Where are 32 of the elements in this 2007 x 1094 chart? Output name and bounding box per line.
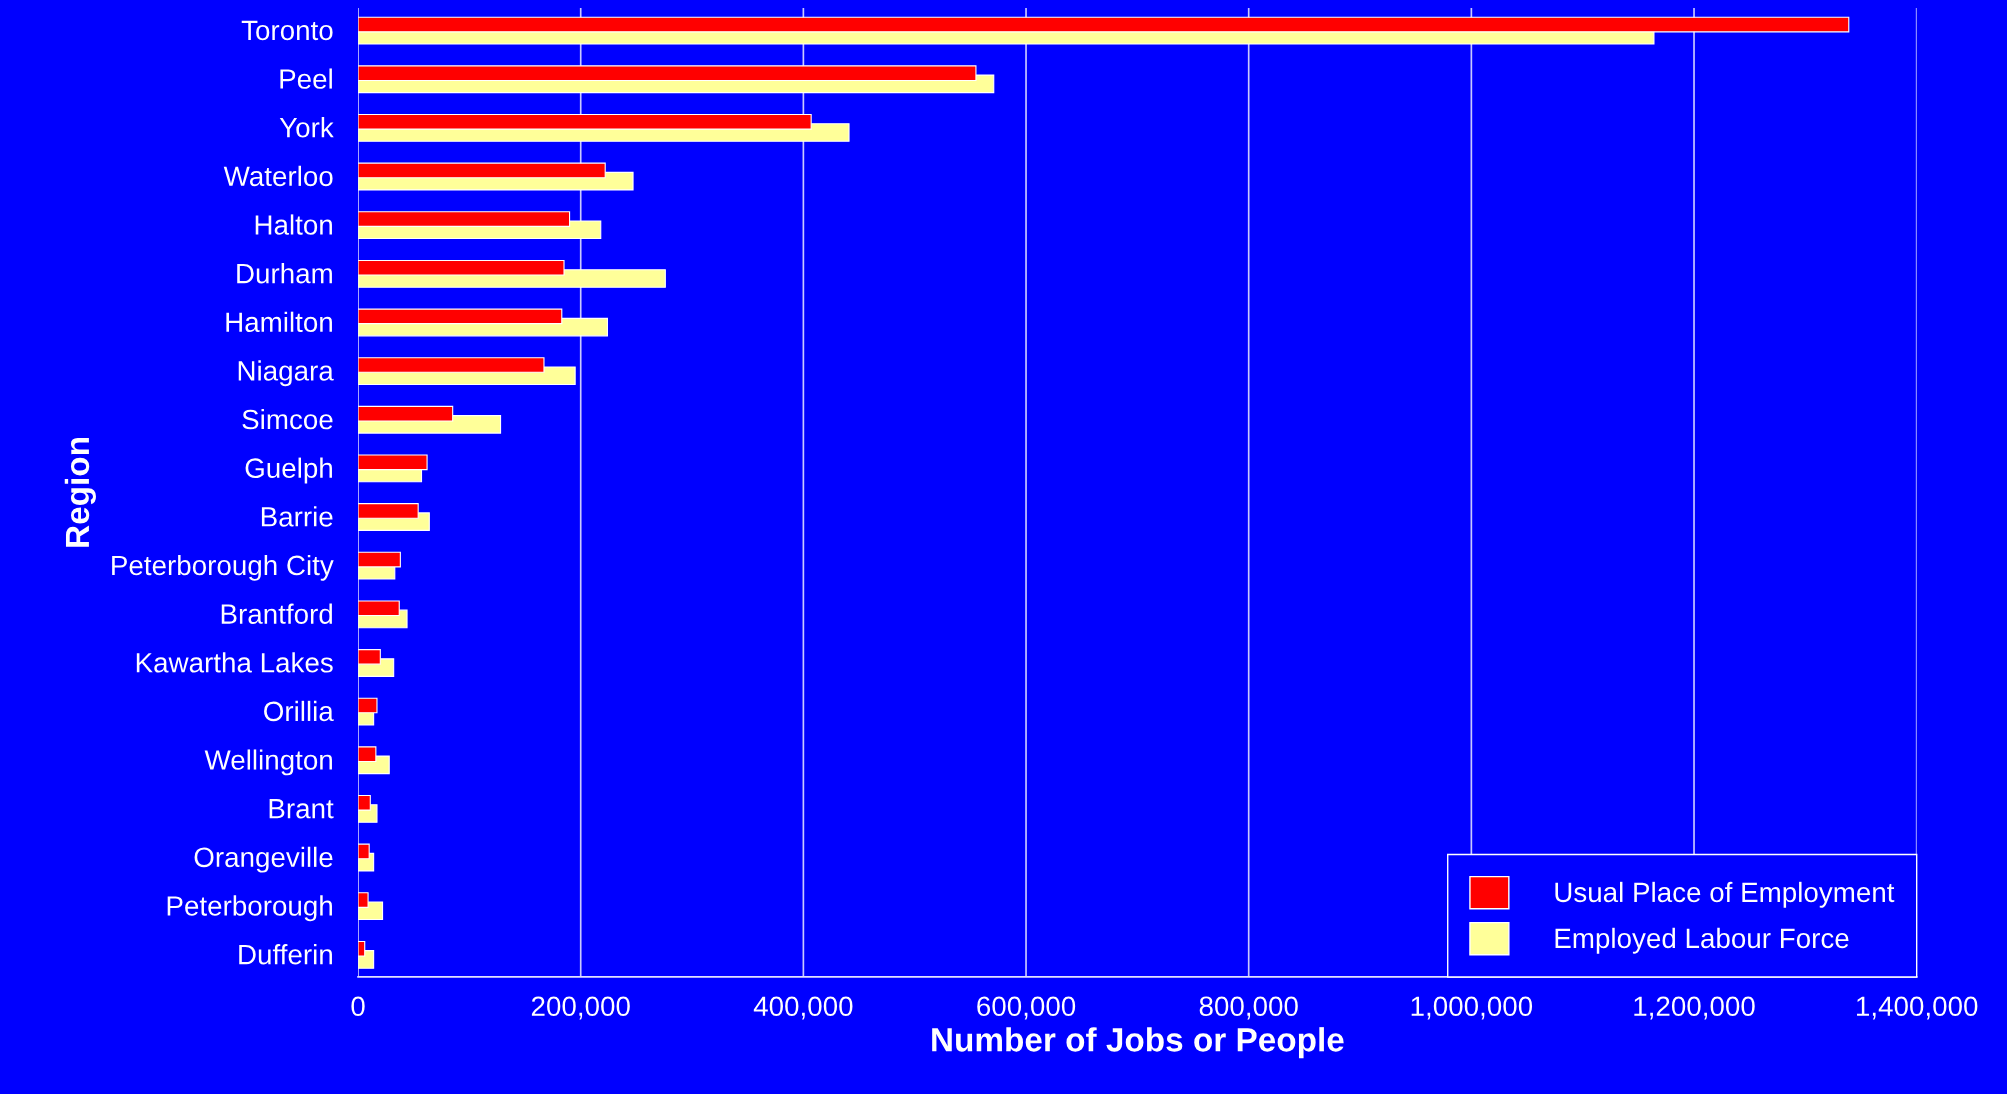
y-tick-label: Durham [237, 263, 332, 284]
y-tick-label: Dufferin [239, 944, 332, 965]
y-tick-label: Niagara [238, 360, 334, 387]
y-tick-label: Halton [255, 214, 332, 235]
y-tick-label: Peel [280, 68, 332, 89]
y-tick-label: Orangeville [194, 846, 333, 873]
y-tick-label: Wellington [204, 749, 332, 776]
x-axis-title: Number of Jobs or People [932, 1027, 1344, 1059]
y-tick-label: Simcoe [242, 408, 333, 430]
x-tick-label: 1,000,000 [1411, 996, 1533, 1020]
x-tick-label: 0 [351, 996, 365, 1017]
y-tick-label: Barrie [261, 506, 333, 527]
y-axis-title: Region [64, 438, 96, 547]
y-tick-label: Kawartha Lakes [136, 652, 333, 673]
x-tick-label: 800,000 [1199, 996, 1298, 1020]
y-tick-label: Orillia [264, 700, 334, 722]
x-tick-label: 1,200,000 [1634, 996, 1755, 1020]
x-tick-label: 200,000 [531, 996, 630, 1020]
x-tick-label: 1,400,000 [1857, 996, 1978, 1020]
legend-label: Usual Place of Employment [1555, 881, 1895, 908]
x-tick-label: 400,000 [753, 996, 853, 1020]
y-tick-label: York [279, 117, 334, 138]
legend-label: Employed Labour Force [1555, 927, 1849, 954]
y-tick-label: Guelph [245, 457, 332, 484]
y-tick-label: Hamilton [226, 311, 332, 333]
x-tick-label: 600,000 [977, 996, 1076, 1020]
y-tick-label: Waterloo [223, 165, 333, 187]
y-tick-label: Toronto [241, 20, 333, 41]
y-tick-label: Peterborough [167, 895, 332, 922]
y-tick-label: Brantford [221, 603, 332, 624]
y-tick-label: Brant [269, 799, 334, 819]
y-tick-label: Peterborough City [112, 554, 334, 581]
